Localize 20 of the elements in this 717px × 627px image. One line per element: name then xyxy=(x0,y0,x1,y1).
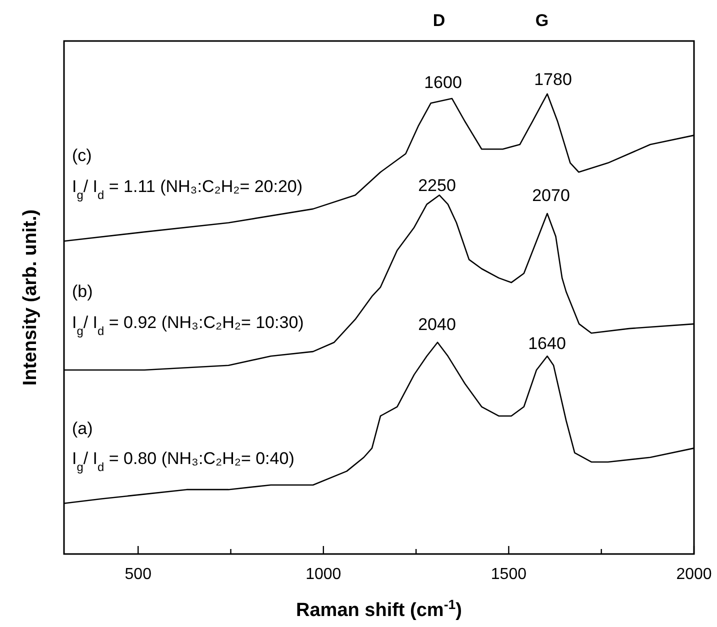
y-axis-title: Intensity (arb. unit.) xyxy=(20,209,41,386)
x-tick-label: 500 xyxy=(124,566,152,583)
annotation: (b) xyxy=(72,282,93,301)
annotation: 2040 xyxy=(418,315,456,334)
annotation: (a) xyxy=(72,419,93,438)
x-tick-label: 1000 xyxy=(306,566,342,583)
x-tick-label: 1500 xyxy=(490,566,527,583)
annotation: 2250 xyxy=(418,176,456,195)
text: 1780 xyxy=(534,70,572,89)
x-axis-title: Raman shift (cm$^{-1}$) xyxy=(296,596,462,621)
annotation: 1640 xyxy=(528,334,566,353)
annotation: I$_{g}$/ I$_{d}$ = 1.11 (NH₃:C₂H₂= 20:20) xyxy=(72,177,303,202)
text: 1600 xyxy=(424,73,462,92)
annotation: I$_{g}$/ I$_{d}$ = 0.92 (NH₃:C₂H₂= 10:30) xyxy=(72,313,304,338)
text: D xyxy=(432,11,446,30)
annotation: I$_{g}$/ I$_{d}$ = 0.80 (NH₃:C₂H₂= 0:40) xyxy=(72,449,294,474)
annotation: 2070 xyxy=(532,186,570,205)
text: G xyxy=(535,11,549,30)
annotation: (c) xyxy=(72,146,92,165)
x-tick-label: 2000 xyxy=(676,566,712,583)
